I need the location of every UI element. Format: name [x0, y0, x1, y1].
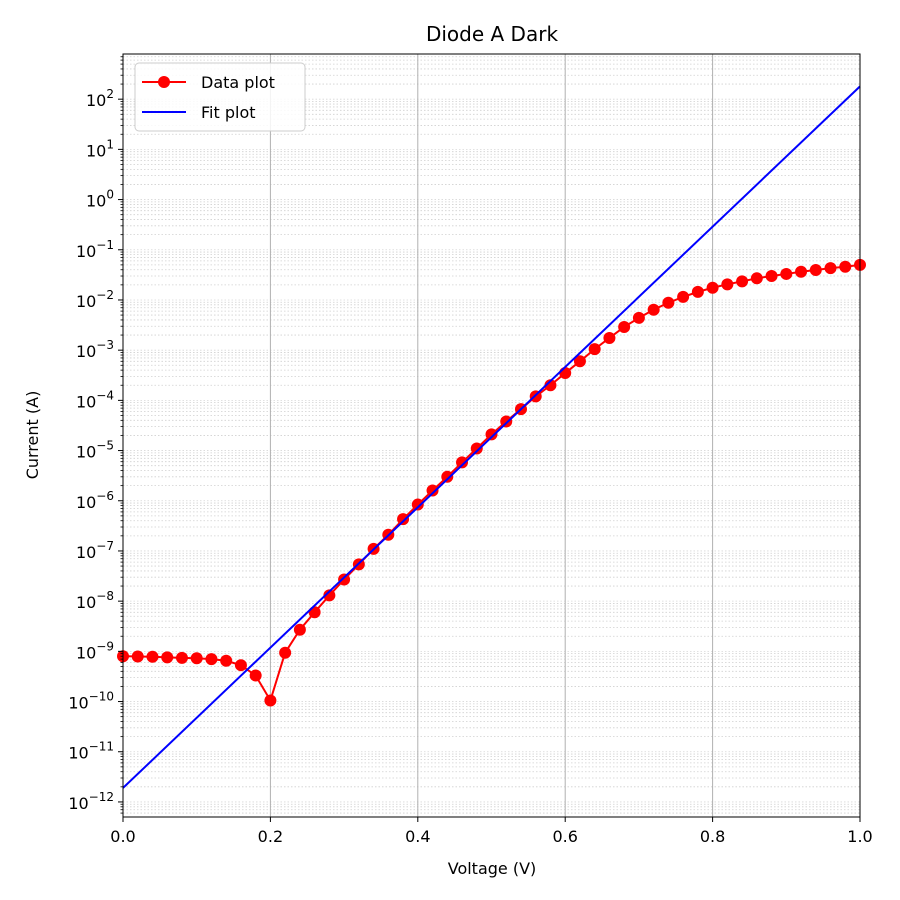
- data-point: [573, 355, 586, 368]
- data-point: [824, 262, 837, 275]
- legend-marker: [158, 76, 170, 88]
- data-point: [441, 470, 454, 483]
- data-point: [397, 513, 410, 526]
- chart-title: Diode A Dark: [426, 22, 558, 46]
- legend-entry: Data plot: [142, 73, 275, 92]
- data-point: [765, 270, 778, 283]
- x-tick-label: 0.0: [110, 827, 135, 846]
- y-tick-label: 10−6: [76, 489, 114, 512]
- legend-label: Data plot: [201, 73, 275, 92]
- data-point: [691, 285, 704, 298]
- data-point: [411, 498, 424, 511]
- y-tick-label: 10−11: [68, 740, 114, 763]
- data-point: [780, 267, 793, 280]
- y-tick-label: 10−4: [76, 388, 114, 411]
- data-point: [470, 442, 483, 455]
- y-tick-label: 10−5: [76, 439, 114, 462]
- plot-series: [117, 85, 866, 789]
- legend-entry: Fit plot: [142, 103, 256, 122]
- y-tick-label: 10−2: [76, 288, 114, 311]
- data-point: [131, 650, 144, 663]
- y-tick-label: 10−3: [76, 338, 114, 361]
- y-tick-label: 100: [86, 188, 114, 211]
- data-point: [161, 651, 174, 664]
- data-point: [677, 290, 690, 303]
- data-point: [426, 484, 439, 497]
- legend-label: Fit plot: [201, 103, 256, 122]
- y-tick-label: 10−1: [76, 238, 114, 261]
- y-tick-label: 10−7: [76, 539, 114, 562]
- y-tick-label: 10−9: [76, 639, 114, 662]
- data-point: [795, 265, 808, 278]
- ticks: 10−12 10−11 10−10 10−9 10−8 10−7 10−6 10−5 10−4 1…: [68, 56, 873, 846]
- x-tick-label: 0.2: [258, 827, 283, 846]
- y-tick-label: 10−10: [68, 690, 114, 713]
- x-tick-label: 0.6: [552, 827, 577, 846]
- y-tick-label: 10−8: [76, 589, 114, 612]
- data-point: [249, 669, 262, 682]
- y-axis-label: Current (A): [23, 391, 42, 480]
- data-point: [662, 296, 675, 309]
- data-point: [809, 264, 822, 277]
- data-point: [293, 623, 306, 636]
- data-point: [632, 311, 645, 324]
- data-point: [544, 379, 557, 392]
- data-point: [205, 653, 218, 666]
- data-point: [500, 415, 513, 428]
- y-tick-label: 101: [86, 137, 114, 160]
- data-point: [338, 573, 351, 586]
- data-point: [264, 694, 277, 707]
- data-point: [485, 428, 498, 441]
- data-point: [618, 320, 631, 333]
- x-tick-label: 0.4: [405, 827, 430, 846]
- data-point: [234, 659, 247, 672]
- data-point: [736, 275, 749, 288]
- data-point: [190, 652, 203, 665]
- y-tick-label: 102: [86, 87, 114, 110]
- data-point: [588, 343, 601, 356]
- data-point: [175, 651, 188, 664]
- data-point: [647, 303, 660, 316]
- data-point: [706, 281, 719, 294]
- x-tick-label: 0.8: [700, 827, 725, 846]
- data-point: [323, 589, 336, 602]
- y-tick-label: 10−12: [68, 790, 114, 813]
- series-line: [122, 85, 861, 789]
- data-point: [750, 272, 763, 285]
- x-tick-label: 1.0: [847, 827, 872, 846]
- data-point: [603, 331, 616, 344]
- data-point: [279, 646, 292, 659]
- data-point: [146, 650, 159, 663]
- series-fit-plot: [122, 85, 861, 789]
- data-point: [839, 260, 852, 273]
- data-point: [308, 606, 321, 619]
- x-axis-label: Voltage (V): [448, 859, 537, 878]
- data-point: [559, 367, 572, 380]
- data-point: [721, 278, 734, 291]
- legend: Data plot Fit plot: [134, 62, 306, 132]
- data-point: [220, 654, 233, 667]
- data-point: [456, 456, 469, 469]
- legend-box: [134, 62, 306, 132]
